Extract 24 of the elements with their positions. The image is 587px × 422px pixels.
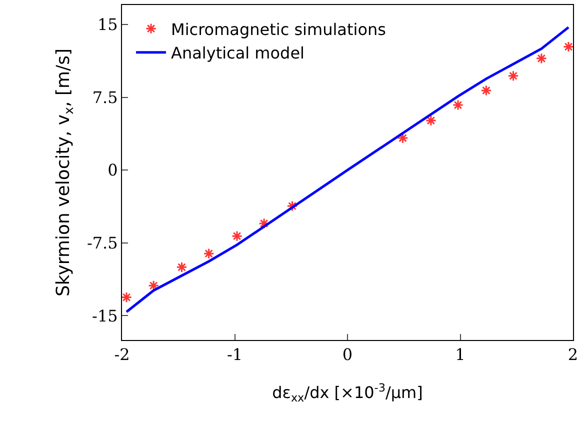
point [508,70,519,82]
point [286,200,298,212]
legend-label: Analytical model [171,44,305,63]
point [231,230,243,242]
y-tick-label: -15 [92,306,118,326]
point [122,292,132,303]
y-tick-label: 15 [97,15,118,34]
legend-label: Micromagnetic simulations [171,20,386,39]
x-tick-label: -1 [226,345,243,364]
y-tick-label: 7.5 [92,88,118,107]
y-tick-label: 0 [108,160,118,180]
point [203,248,214,260]
y-tick-label: -7.5 [86,234,118,252]
point [480,84,492,96]
x-tick-label: 0 [342,345,353,364]
point [536,52,547,64]
point [562,41,573,52]
point [425,115,436,126]
point [452,99,464,111]
x-axis-title: dε$_{xx}$/dx [×10$^{-3}$/μm] [272,381,423,404]
x-tick-label: -2 [114,345,130,364]
x-tick-label: 2 [568,345,578,364]
point [176,262,188,273]
x-tick-label: 1 [455,345,466,364]
